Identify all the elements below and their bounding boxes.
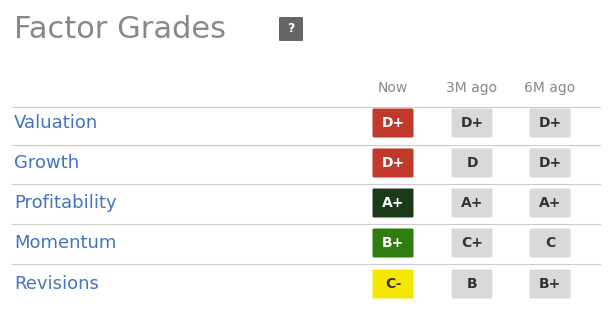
FancyBboxPatch shape	[452, 188, 493, 217]
FancyBboxPatch shape	[279, 17, 303, 41]
Text: 3M ago: 3M ago	[446, 81, 498, 95]
Text: D+: D+	[539, 116, 562, 130]
Text: B+: B+	[382, 236, 404, 250]
Text: Valuation: Valuation	[14, 114, 99, 132]
FancyBboxPatch shape	[452, 109, 493, 138]
Text: A+: A+	[461, 196, 483, 210]
Text: B+: B+	[539, 277, 561, 291]
Text: D+: D+	[381, 156, 405, 170]
FancyBboxPatch shape	[373, 109, 414, 138]
FancyBboxPatch shape	[373, 148, 414, 178]
Text: C+: C+	[461, 236, 483, 250]
Text: Now: Now	[378, 81, 408, 95]
FancyBboxPatch shape	[452, 148, 493, 178]
FancyBboxPatch shape	[373, 270, 414, 299]
Text: D+: D+	[460, 116, 483, 130]
FancyBboxPatch shape	[529, 188, 570, 217]
FancyBboxPatch shape	[373, 188, 414, 217]
Text: A+: A+	[382, 196, 404, 210]
FancyBboxPatch shape	[529, 228, 570, 257]
FancyBboxPatch shape	[529, 109, 570, 138]
FancyBboxPatch shape	[373, 228, 414, 257]
Text: A+: A+	[539, 196, 561, 210]
Text: B: B	[467, 277, 477, 291]
Text: Revisions: Revisions	[14, 275, 99, 293]
Text: Profitability: Profitability	[14, 194, 117, 212]
Text: D+: D+	[381, 116, 405, 130]
Text: 6M ago: 6M ago	[524, 81, 576, 95]
FancyBboxPatch shape	[452, 270, 493, 299]
Text: C-: C-	[385, 277, 401, 291]
Text: Growth: Growth	[14, 154, 79, 172]
Text: D+: D+	[539, 156, 562, 170]
Text: Factor Grades: Factor Grades	[14, 15, 226, 44]
Text: C: C	[545, 236, 555, 250]
Text: ?: ?	[287, 22, 295, 36]
Text: Momentum: Momentum	[14, 234, 116, 252]
FancyBboxPatch shape	[529, 270, 570, 299]
FancyBboxPatch shape	[452, 228, 493, 257]
Text: D: D	[466, 156, 478, 170]
FancyBboxPatch shape	[529, 148, 570, 178]
